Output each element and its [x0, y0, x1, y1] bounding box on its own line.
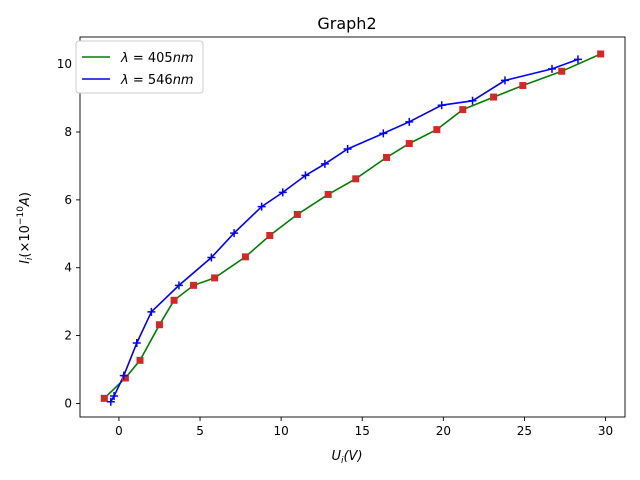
data-point-s1-0	[100, 394, 108, 402]
data-point-s2-11	[320, 159, 329, 168]
data-point-s1-1	[121, 374, 129, 382]
data-point-s1-17	[519, 82, 527, 90]
chart-title: Graph2	[317, 14, 376, 33]
x-axis-label: Ui(V)	[331, 449, 362, 466]
legend-label-546: λ = 546nm	[120, 73, 194, 88]
data-point-s2-8	[257, 202, 266, 211]
y-axis-label-text: Ii(×10−10A)	[16, 192, 35, 264]
data-point-s2-10	[301, 171, 310, 180]
x-label-var: U	[331, 449, 341, 464]
data-point-s1-3	[155, 321, 163, 329]
data-point-s2-6	[207, 253, 216, 262]
data-point-s1-9	[293, 210, 301, 218]
data-point-s2-17	[500, 76, 509, 85]
data-point-s2-19	[573, 55, 582, 64]
legend-label-405: λ = 405nm	[120, 51, 194, 66]
x-tick-label-25: 25	[517, 424, 532, 438]
x-label-sub: i	[341, 456, 344, 466]
y-tick-label-8: 8	[64, 125, 72, 139]
x-tick-label-20: 20	[436, 424, 451, 438]
y-tick-label-2: 2	[64, 329, 72, 343]
y-label-exp: −10	[16, 206, 26, 225]
data-point-s1-15	[459, 106, 467, 114]
x-tick-label-15: 15	[355, 424, 370, 438]
axes-frame	[79, 36, 626, 418]
y-tick-label-4: 4	[64, 261, 72, 275]
data-point-s1-4	[170, 296, 178, 304]
data-point-s1-13	[405, 140, 413, 148]
data-point-s2-18	[548, 64, 557, 73]
data-point-s2-1	[110, 391, 119, 400]
data-point-s2-14	[405, 117, 414, 126]
y-tick-label-0: 0	[64, 396, 72, 410]
data-point-s1-6	[211, 274, 219, 282]
data-point-s1-11	[352, 175, 360, 183]
data-point-s1-19	[597, 50, 605, 58]
y-label-var: I	[18, 260, 33, 264]
legend-box	[75, 40, 204, 94]
data-point-s1-10	[324, 190, 332, 198]
y-label-paren: (×10	[18, 225, 33, 258]
data-point-s1-14	[433, 126, 441, 134]
x-tick-label-0: 0	[115, 424, 123, 438]
data-point-s2-13	[379, 129, 388, 138]
data-point-s1-16	[490, 93, 498, 101]
data-point-s2-15	[437, 101, 446, 110]
data-point-s2-2	[119, 371, 128, 380]
data-point-s2-16	[468, 96, 477, 105]
data-point-s2-3	[132, 339, 141, 348]
y-tick-label-6: 6	[64, 193, 72, 207]
legend: λ = 405nm λ = 546nm	[75, 40, 204, 94]
series-line-1	[103, 53, 602, 399]
axes: 0 5 10 15 20 25 30 0 2 4 6 8 10	[57, 36, 626, 438]
x-tick-label-10: 10	[273, 424, 288, 438]
y-label-unit: A	[18, 197, 33, 207]
data-point-s2-9	[278, 188, 287, 197]
series-line-2	[110, 58, 579, 403]
data-point-s2-4	[147, 307, 156, 316]
data-point-s1-12	[383, 153, 391, 161]
x-label-unit: (V)	[343, 449, 362, 464]
y-label-close: )	[18, 192, 33, 197]
data-point-s1-8	[266, 231, 274, 239]
y-tick-label-10: 10	[57, 57, 72, 71]
x-tick-label-30: 30	[598, 424, 613, 438]
data-point-s1-2	[136, 356, 144, 364]
data-point-s2-5	[174, 281, 183, 290]
plot-area	[100, 50, 605, 406]
data-point-s2-0	[106, 397, 115, 406]
x-tick-label-5: 5	[196, 424, 204, 438]
data-point-s2-12	[343, 144, 352, 153]
data-point-s1-18	[558, 67, 566, 75]
data-point-s1-5	[190, 281, 198, 289]
data-point-s1-7	[241, 253, 249, 261]
data-point-s2-7	[230, 229, 239, 238]
y-label-sub: i	[25, 257, 35, 260]
y-axis-label: Ii(×10−10A)	[16, 192, 35, 264]
